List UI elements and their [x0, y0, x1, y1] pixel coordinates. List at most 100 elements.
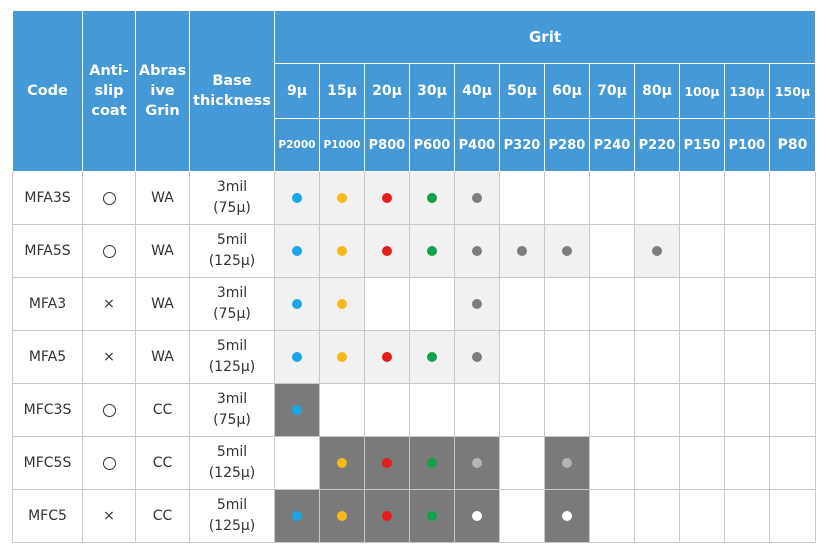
grit-cell [589, 224, 635, 278]
grit-cell [319, 171, 365, 225]
grit-cell [544, 489, 590, 543]
row-anti-slip: × [82, 489, 136, 543]
grit-cell [274, 330, 320, 384]
red-dot-icon [382, 352, 392, 362]
cyan-dot-icon [292, 405, 302, 415]
grit-cell [679, 436, 725, 490]
grit-cell [319, 383, 365, 437]
red-dot-icon [382, 246, 392, 256]
circle-icon [102, 456, 116, 470]
header-p-grade: P150 [679, 118, 725, 172]
row-thickness: 5mil (125μ) [189, 224, 275, 278]
row-abrasive: CC [135, 436, 190, 490]
row-code: MFC3S [12, 383, 83, 437]
grit-cell [454, 489, 500, 543]
grit-cell [409, 224, 455, 278]
grit-cell [409, 277, 455, 331]
grit-cell [634, 277, 680, 331]
header-p-grade: P220 [634, 118, 680, 172]
green-dot-icon [427, 458, 437, 468]
row-abrasive: CC [135, 489, 190, 543]
cross-mark: × [103, 296, 115, 312]
header-grit: Grit [273, 10, 817, 64]
grit-cell [409, 436, 455, 490]
grit-cell [544, 224, 590, 278]
grit-cell [634, 489, 680, 543]
lightgray-dot-icon [472, 458, 482, 468]
row-anti-slip [82, 436, 136, 490]
row-code: MFA5S [12, 224, 83, 278]
row-anti-slip [82, 383, 136, 437]
grit-cell [274, 171, 320, 225]
grit-cell [499, 383, 545, 437]
grit-cell [589, 436, 635, 490]
grit-cell [364, 436, 410, 490]
grit-cell [364, 383, 410, 437]
header-p-grade: P100 [724, 118, 770, 172]
header-p-grade: P800 [364, 118, 410, 172]
grit-cell [679, 330, 725, 384]
grit-table: Code Anti-slip coat Abras ive Grin Base thic… [12, 10, 817, 543]
gray-dot-icon [472, 193, 482, 203]
yellow-dot-icon [337, 299, 347, 309]
grit-cell [724, 436, 770, 490]
cyan-dot-icon [292, 511, 302, 521]
grit-cell [544, 277, 590, 331]
row-anti-slip: × [82, 330, 136, 384]
green-dot-icon [427, 246, 437, 256]
grit-cell [544, 330, 590, 384]
header-micron: 15μ [319, 63, 365, 119]
row-anti-slip [82, 171, 136, 225]
gray-dot-icon [652, 246, 662, 256]
cross-mark: × [103, 349, 115, 365]
white-dot-icon [472, 511, 482, 521]
red-dot-icon [382, 193, 392, 203]
gray-dot-icon [472, 246, 482, 256]
grit-cell [679, 277, 725, 331]
row-anti-slip [82, 224, 136, 278]
grit-cell [634, 171, 680, 225]
row-abrasive: WA [135, 277, 190, 331]
yellow-dot-icon [337, 352, 347, 362]
grit-cell [364, 330, 410, 384]
grit-cell [634, 436, 680, 490]
header-row-grit: Code Anti-slip coat Abras ive Grin Base thic… [12, 10, 817, 172]
lightgray-dot-icon [562, 458, 572, 468]
grit-cell [589, 383, 635, 437]
circle-icon [102, 244, 116, 258]
grit-cell [589, 489, 635, 543]
grit-cell [724, 277, 770, 331]
grit-cell [499, 277, 545, 331]
row-code: MFA3S [12, 171, 83, 225]
grit-cell [679, 171, 725, 225]
grit-cell [364, 277, 410, 331]
circle-icon [102, 403, 116, 417]
circle-icon [102, 191, 116, 205]
table-row: MFC3S CC 3mil (75μ) [12, 383, 817, 437]
grit-cell [724, 489, 770, 543]
row-abrasive: WA [135, 224, 190, 278]
grit-cell [499, 224, 545, 278]
table-row: MFA5S WA 5mil (125μ) [12, 224, 817, 278]
red-dot-icon [382, 511, 392, 521]
grit-cell [454, 383, 500, 437]
header-p-grade: P600 [409, 118, 455, 172]
yellow-dot-icon [337, 246, 347, 256]
table-row: MFC5S CC 5mil (125μ) [12, 436, 817, 490]
table-row: MFA3S WA 3mil (75μ) [12, 171, 817, 225]
row-abrasive: CC [135, 383, 190, 437]
row-thickness: 3mil (75μ) [189, 383, 275, 437]
row-code: MFC5S [12, 436, 83, 490]
grit-cell [768, 330, 817, 384]
header-micron: 50μ [499, 63, 545, 119]
grit-cell [409, 383, 455, 437]
table-row: MFA3 × WA 3mil (75μ) [12, 277, 817, 331]
grit-cell [319, 489, 365, 543]
grit-cell [634, 224, 680, 278]
header-p-grade: P80 [768, 118, 817, 172]
header-micron: 150μ [768, 63, 817, 119]
grit-cell [454, 171, 500, 225]
yellow-dot-icon [337, 193, 347, 203]
grit-cell [768, 224, 817, 278]
header-micron: 130μ [724, 63, 770, 119]
